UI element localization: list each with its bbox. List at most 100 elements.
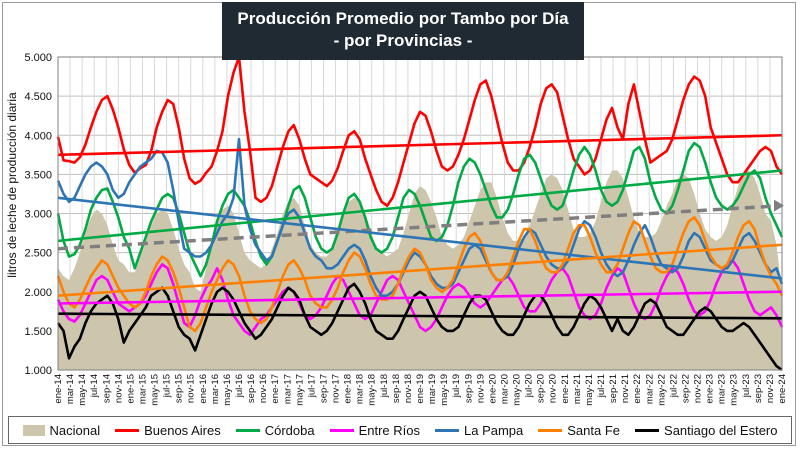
trend-line-cordoba	[57, 169, 783, 243]
legend-label: Córdoba	[264, 422, 315, 438]
x-tick-label: ene-21	[560, 374, 571, 404]
x-tick-label: mar-20	[499, 374, 510, 404]
legend-swatch	[635, 428, 660, 432]
x-tick-label: sep-14	[101, 374, 112, 403]
trend-line-buenos-aires	[57, 133, 783, 157]
x-tick-label: may-20	[512, 374, 523, 406]
x-tick-label: ene-23	[705, 374, 716, 404]
x-tick-label: sep-15	[174, 374, 185, 403]
x-tick-label: nov-16	[258, 374, 269, 403]
x-tick-label: jul-20	[524, 374, 535, 398]
legend-item-nacional: Nacional	[22, 422, 101, 438]
x-tick-label: mar-14	[65, 374, 76, 404]
legend-swatch	[235, 428, 260, 432]
trend-arrow-nacional	[774, 199, 784, 212]
x-tick-label: jul-23	[741, 374, 752, 398]
x-tick-label: mar-16	[210, 374, 221, 404]
x-tick-label: may-15	[150, 374, 161, 406]
x-tick-label: sep-21	[608, 374, 619, 403]
x-tick-label: ene-24	[777, 374, 788, 404]
legend-label: Santa Fe	[567, 422, 621, 438]
x-tick-label: may-17	[294, 374, 305, 406]
chart-subtitle: - por Provincias -	[333, 31, 473, 50]
legend-label: Santiago del Estero	[664, 422, 778, 438]
trend-line-santiago-del-estero	[57, 312, 783, 320]
x-tick-label: may-21	[584, 374, 595, 406]
y-tick-label: 4.500	[24, 91, 52, 103]
legend-item-entre-rios: Entre Ríos	[329, 422, 420, 438]
x-tick-label: jul-16	[234, 374, 245, 398]
x-tick-label: mar-21	[572, 374, 583, 404]
x-tick-label: mar-22	[644, 374, 655, 404]
series-line-entre-rios	[56, 259, 784, 337]
x-tick-label: mar-17	[282, 374, 293, 404]
x-tick-label: may-18	[367, 374, 378, 406]
x-tick-label: ene-16	[198, 374, 209, 404]
x-tick-label: may-22	[656, 374, 667, 406]
x-tick-label: may-23	[729, 374, 740, 406]
x-tick-label: nov-15	[186, 374, 197, 403]
legend-item-la-pampa: La Pampa	[435, 423, 523, 438]
y-tick-label: 4.000	[24, 130, 52, 142]
legend-swatch	[538, 428, 563, 432]
x-tick-label: mar-23	[717, 374, 728, 404]
x-tick-label: ene-14	[53, 374, 64, 404]
x-tick-label: sep-18	[391, 374, 402, 403]
legend-label: Nacional	[49, 422, 101, 438]
x-tick-label: nov-14	[113, 374, 124, 403]
x-tick-label: sep-23	[753, 374, 764, 403]
trend-layer	[57, 133, 784, 320]
x-tick-label: sep-19	[463, 374, 474, 403]
legend-label: Buenos Aires	[144, 422, 221, 438]
legend-swatch	[435, 428, 459, 432]
y-axis-label: litros de leche de producción diaria	[5, 92, 19, 278]
trend-line-entre-rios	[57, 290, 783, 305]
legend: Nacional Buenos Aires Córdoba Entre Ríos La …	[8, 416, 792, 444]
y-tick-label: 2.500	[24, 248, 52, 260]
x-tick-label: jul-14	[89, 374, 100, 398]
y-tick-label: 1.000	[24, 365, 52, 377]
x-tick-label: nov-17	[331, 374, 342, 403]
x-tick-label: sep-22	[680, 374, 691, 403]
trend-line-la-pampa	[57, 196, 783, 280]
x-tick-label: jul-19	[451, 374, 462, 398]
y-tick-label: 1.500	[24, 326, 52, 338]
legend-item-santiago-del-estero: Santiago del Estero	[635, 422, 778, 438]
chart-title-box: Producción Promedio por Tambo por Día - …	[222, 2, 584, 60]
x-tick-label: nov-22	[693, 374, 704, 403]
x-tick-label: mar-19	[427, 374, 438, 404]
x-tick-label: sep-16	[246, 374, 257, 403]
legend-item-cordoba: Córdoba	[235, 422, 315, 438]
x-tick-label: jul-15	[162, 374, 173, 398]
x-tick-label: nov-18	[403, 374, 414, 403]
x-tick-label: ene-19	[415, 374, 426, 404]
series-line-santiago-del-estero	[56, 282, 783, 372]
legend-swatch	[115, 428, 140, 432]
y-tick-label: 3.000	[24, 209, 52, 221]
x-tick-label: may-19	[439, 374, 450, 406]
x-tick-label: jul-18	[379, 374, 390, 398]
y-tick-label: 5.000	[24, 52, 52, 64]
x-tick-label: mar-15	[137, 374, 148, 404]
trend-line-nacional	[57, 203, 783, 251]
x-tick-label: ene-20	[487, 374, 498, 404]
x-tick-label: may-16	[222, 374, 233, 406]
x-tick-label: ene-15	[125, 374, 136, 404]
x-tick-label: nov-21	[620, 374, 631, 403]
axis-layer: 1.000 1.500 2.000 2.500 3.000 3.500 4.000 4.500…	[24, 52, 788, 406]
chart-title: Producción Promedio por Tambo por Día	[237, 9, 569, 28]
x-tick-label: nov-23	[765, 374, 776, 403]
x-tick-label: jul-17	[306, 374, 317, 398]
series-line-buenos-aires	[56, 55, 784, 207]
x-tick-label: ene-22	[632, 374, 643, 404]
x-tick-label: nov-20	[548, 374, 559, 403]
x-tick-label: ene-18	[343, 374, 354, 404]
legend-swatch	[22, 424, 45, 436]
y-tick-label: 2.000	[24, 287, 52, 299]
legend-label: Entre Ríos	[358, 422, 420, 438]
legend-label: La Pampa	[464, 422, 524, 438]
legend-swatch	[329, 428, 354, 432]
x-tick-label: may-14	[77, 374, 88, 406]
x-tick-label: sep-17	[318, 374, 329, 403]
